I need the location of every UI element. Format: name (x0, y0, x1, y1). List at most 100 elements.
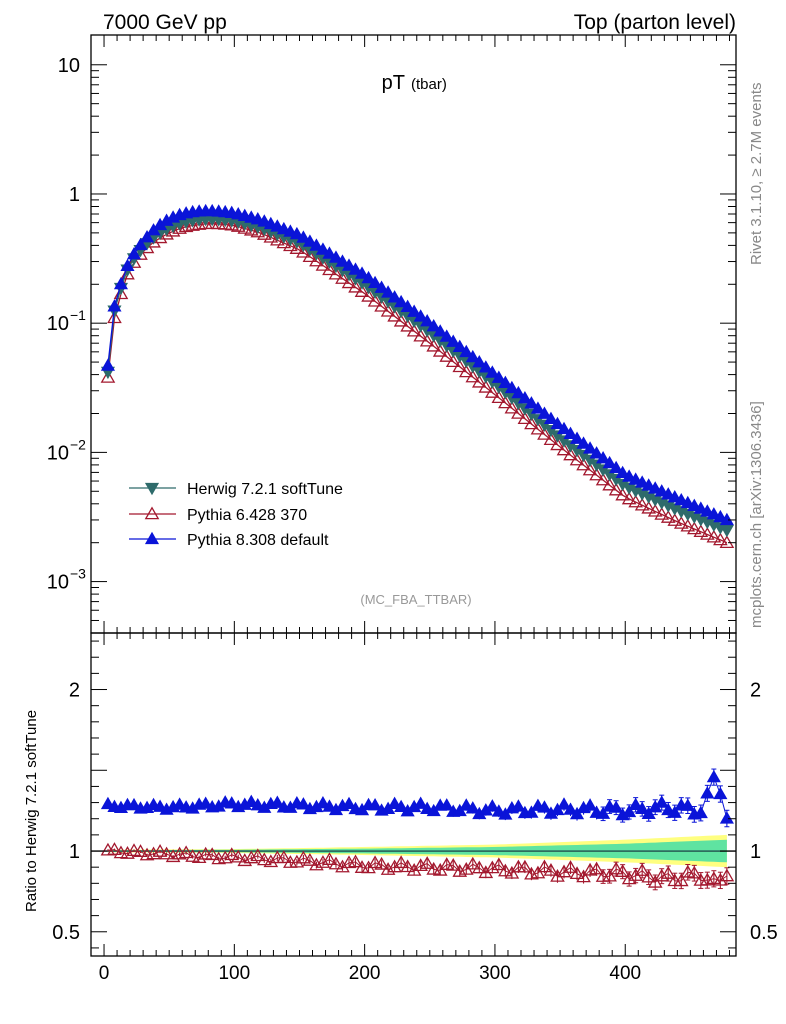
data-point-pythia8 (113, 276, 129, 290)
ratio-point-pythia8 (622, 804, 637, 818)
legend: Herwig 7.2.1 softTune Pythia 6.428 370 Pyt… (129, 481, 343, 549)
data-point-pythia6 (165, 223, 181, 237)
ratio-point-pythia6 (439, 857, 455, 870)
data-point-pythia6 (328, 266, 344, 280)
ratio-line-pythia6 (355, 861, 363, 869)
data-point-pythia6 (634, 497, 650, 511)
data-point-pythia6 (517, 411, 533, 425)
data-point-pythia8 (433, 324, 448, 337)
data-point-pythia6 (686, 521, 702, 535)
data-point-pythia6 (413, 328, 428, 342)
ratio-point-pythia6 (335, 859, 350, 873)
ratio-line-pythia6 (400, 862, 408, 868)
data-point-pythia6 (107, 310, 122, 324)
ratio-point-pythia6 (315, 855, 331, 868)
data-point-pythia8 (596, 451, 611, 464)
data-point-pythia8 (315, 242, 331, 255)
series-pythia8 (100, 203, 734, 526)
ratio-point-pythia6 (537, 859, 552, 873)
data-point-pythia8 (335, 254, 350, 267)
ratio-point-pythia8 (641, 806, 656, 820)
data-point-pythia6 (387, 308, 402, 322)
ratio-point-pythia8 (609, 800, 624, 813)
ratio-point-pythia6 (224, 847, 240, 861)
data-point-pythia8 (563, 426, 578, 439)
ratio-point-pythia6 (485, 860, 500, 874)
data-point-pythia8 (550, 416, 565, 430)
y-tick-label: 10 (58, 55, 80, 77)
ratio-point-pythia6 (426, 861, 442, 875)
ratio-frame (90, 632, 737, 957)
data-point-pythia8 (296, 230, 311, 243)
data-point-pythia8 (387, 290, 402, 303)
ratio-line-pythia6 (251, 855, 258, 859)
data-point-pythia8 (478, 360, 493, 373)
ratio-point-pythia8 (719, 811, 734, 824)
data-point-pythia6 (667, 513, 683, 526)
ratio-point-pythia6 (276, 850, 292, 864)
ratio-point-pythia6 (641, 869, 657, 883)
data-point-pythia6 (263, 229, 279, 243)
data-point-pythia8 (452, 339, 467, 352)
ratio-point-pythia6 (589, 861, 604, 875)
ratio-point-pythia6 (120, 846, 135, 859)
ratio-point-pythia6 (543, 862, 559, 876)
data-point-pythia8 (309, 238, 324, 251)
legend-entry-pythia8: Pythia 8.308 default (129, 531, 329, 549)
ratio-point-pythia6 (419, 856, 435, 869)
ratio-line-pythia6 (609, 868, 617, 877)
ratio-point-pythia6 (256, 852, 272, 866)
data-point-pythia6 (126, 255, 142, 268)
ratio-line-pythia6 (283, 857, 291, 864)
data-point-pythia6 (354, 284, 370, 297)
data-point-pythia8 (100, 358, 116, 371)
ratio-point-pythia8 (524, 805, 539, 818)
series-line-pythia8 (107, 210, 728, 521)
ratio-point-pythia6 (660, 866, 676, 879)
y-tick-label: 10 −2 (47, 436, 86, 464)
ratio-point-pythia6 (217, 850, 233, 864)
ratio-point-pythia8 (680, 798, 695, 811)
data-point-pythia6 (498, 395, 513, 409)
y-tick-label: 10 −3 (47, 566, 86, 594)
data-point-pythia8 (322, 246, 337, 259)
ratio-point-pythia6 (185, 849, 200, 862)
data-point-pythia8 (381, 285, 396, 298)
data-point-pythia6 (439, 349, 455, 362)
data-point-pythia8 (543, 411, 559, 424)
data-point-pythia6 (348, 279, 363, 293)
data-point-pythia6 (367, 293, 383, 307)
legend-entry-herwig: Herwig 7.2.1 softTune (129, 481, 343, 498)
y-tick-label: 10 −1 (47, 307, 86, 335)
plot-title-main: pT (382, 72, 405, 94)
data-point-pythia8 (302, 234, 317, 247)
data-point-pythia6 (550, 437, 565, 451)
series-pythia6 (100, 216, 735, 548)
mcplots-label: mcplots.cern.ch [arXiv:1306.3436] (748, 401, 765, 628)
data-point-pythia6 (465, 369, 481, 383)
data-point-pythia6 (706, 529, 722, 543)
ratio-point-pythia8 (537, 800, 552, 813)
ratio-line-pythia6 (452, 865, 461, 872)
data-point-pythia8 (413, 309, 428, 322)
data-point-pythia6 (660, 510, 676, 523)
ratio-y-tick-label: 2 (69, 680, 80, 702)
data-point-pythia8 (126, 246, 142, 260)
data-point-pythia8 (498, 375, 513, 388)
data-point-pythia8 (511, 385, 526, 399)
ratio-line-pythia6 (524, 866, 532, 875)
data-point-pythia6 (250, 224, 266, 238)
legend-entry-pythia6: Pythia 6.428 370 (129, 506, 307, 524)
y-tick-label-base: 10 (58, 55, 80, 77)
data-point-pythia6 (608, 482, 624, 496)
ratio-line-pythia6 (550, 870, 558, 877)
data-point-pythia6 (256, 227, 272, 240)
data-point-pythia6 (693, 524, 709, 538)
ratio-point-pythia6 (602, 868, 617, 882)
data-point-pythia8 (472, 355, 487, 368)
data-point-pythia8 (328, 250, 344, 263)
ratio-line-pythia6 (407, 866, 415, 871)
ratio-line-pythia6 (693, 872, 702, 881)
data-point-pythia8 (400, 299, 415, 313)
